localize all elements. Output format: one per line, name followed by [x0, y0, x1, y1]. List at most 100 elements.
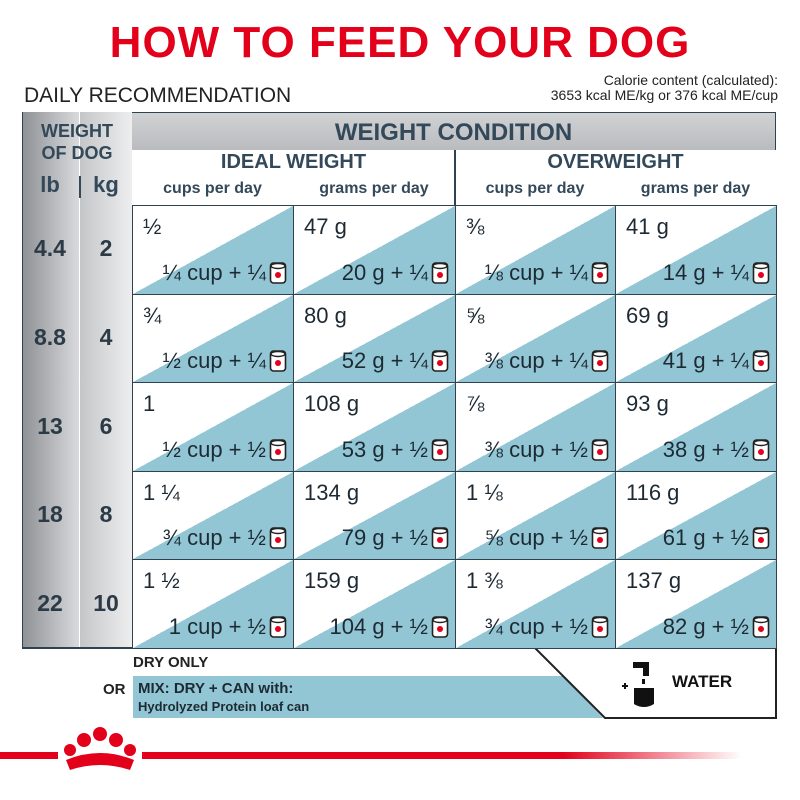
can-icon — [591, 527, 609, 550]
mix-amount: 52 g + ¼ — [341, 348, 428, 374]
crown-logo — [64, 727, 136, 770]
water-icon — [622, 662, 654, 707]
dry-amount: 116 g — [626, 479, 680, 505]
can-icon — [752, 616, 770, 638]
mix-amount-box: 82 g + ½ — [663, 614, 770, 640]
calorie-line: 3653 kcal ME/kg or 376 kcal ME/cup — [550, 87, 778, 103]
mix-amount: ⅛ cup + ¼ — [484, 259, 588, 285]
crown — [64, 727, 136, 770]
weight-kg: 8 — [99, 501, 113, 528]
can-icon — [269, 438, 287, 461]
weight-header-line: WEIGHT — [41, 121, 113, 141]
feeding-cell: 41 g 14 g + ¼ — [615, 205, 777, 295]
weight-kg: 10 — [93, 589, 119, 616]
column-header: grams per day — [640, 180, 751, 197]
feeding-cell: ⅝ ⅜ cup + ¼ — [455, 293, 616, 384]
can-icon — [752, 350, 770, 372]
feeding-cell: 137 g 82 g + ½ — [615, 559, 777, 649]
mix-amount-box: ¾ cup + ½ — [163, 525, 287, 551]
weight-kg: 2 — [99, 235, 113, 262]
mix-amount-box: ¾ cup + ½ — [485, 614, 609, 640]
group-header: OVERWEIGHT — [547, 151, 684, 173]
dry-amount: ⅜ — [466, 214, 485, 239]
can-icon — [431, 261, 449, 284]
dry-amount: 1 ⅛ — [466, 479, 503, 505]
dry-amount: 1 ⅜ — [466, 568, 503, 594]
feeding-cell: 1 ¼ ¾ cup + ½ — [132, 470, 294, 561]
title: HOW TO FEED YOUR DOG — [109, 18, 691, 67]
daily-recommendation: DAILY RECOMMENDATION — [24, 84, 292, 107]
feeding-cell: 93 g 38 g + ½ — [615, 382, 777, 472]
mix-amount: 38 g + ½ — [662, 436, 749, 462]
group-header: IDEAL WEIGHT — [220, 151, 367, 173]
mix-amount-box: 14 g + ¼ — [663, 260, 770, 286]
mix-amount: ¾ cup + ½ — [484, 613, 588, 639]
feeding-cell: 116 g 61 g + ½ — [615, 470, 777, 561]
dry-amount: 69 g — [626, 302, 669, 328]
mix-amount-box: ⅝ cup + ½ — [485, 525, 609, 551]
mix-amount-box: ¼ cup + ¼ — [163, 260, 287, 286]
can-icon — [269, 261, 287, 284]
feeding-cell: 80 g 52 g + ¼ — [293, 293, 456, 384]
water-label: WATER — [672, 672, 733, 691]
weight-lb: 22 — [37, 589, 63, 616]
dry-amount: 93 g — [626, 391, 669, 417]
mix-amount-box: 53 g + ½ — [342, 437, 449, 463]
dry-amount: 134 g — [304, 479, 360, 505]
mix-amount: 20 g + ¼ — [341, 259, 428, 285]
can-icon — [269, 616, 287, 638]
dry-only: DRY ONLY — [133, 654, 209, 671]
mix-amount-box: ½ cup + ½ — [163, 437, 287, 463]
can-icon — [752, 261, 770, 284]
dry-amount: 1 — [143, 391, 156, 417]
mix-amount: ⅜ cup + ¼ — [484, 348, 588, 374]
mix-amount-box: 61 g + ½ — [663, 525, 770, 551]
mix-amount: 79 g + ½ — [341, 525, 428, 551]
feeding-cell: 1 ⅛ ⅝ cup + ½ — [455, 470, 616, 561]
brand-line-left — [0, 752, 58, 759]
unit-divider — [79, 176, 81, 198]
feeding-cell: 47 g 20 g + ¼ — [293, 205, 456, 295]
feeding-cell: 159 g 104 g + ½ — [293, 559, 456, 649]
mix-amount: 82 g + ½ — [662, 613, 749, 639]
can-icon — [591, 616, 609, 638]
feeding-cell: 134 g 79 g + ½ — [293, 470, 456, 561]
mix-amount-box: ½ cup + ¼ — [163, 348, 287, 374]
mix-amount: 53 g + ½ — [341, 436, 428, 462]
weight-lb: 4.4 — [34, 235, 66, 262]
mix-amount: 1 cup + ½ — [168, 613, 266, 639]
mix-amount: ½ cup + ¼ — [162, 348, 266, 374]
mix-amount-box: ⅛ cup + ¼ — [485, 260, 609, 286]
dry-amount: 159 g — [304, 568, 360, 594]
can-icon — [752, 438, 770, 461]
mix-label: MIX: DRY + CAN with: — [138, 680, 294, 697]
feeding-cell: 1 ⅜ ¾ cup + ½ — [455, 559, 616, 649]
can-icon — [269, 527, 287, 550]
can-icon — [591, 350, 609, 372]
weight-lb: 18 — [37, 501, 63, 528]
mix-amount: ⅜ cup + ½ — [484, 436, 588, 462]
dry-amount: 1 ½ — [143, 568, 180, 594]
dry-amount: ⅝ — [466, 302, 485, 328]
can-icon — [591, 438, 609, 461]
dry-amount: ½ — [143, 214, 162, 239]
feeding-cell: 1 ½ 1 cup + ½ — [132, 559, 294, 649]
can-icon — [591, 261, 609, 284]
dry-amount: ¾ — [143, 302, 162, 328]
mix-amount-box: ⅜ cup + ½ — [485, 437, 609, 463]
weight-header: WEIGHT OF DOG — [22, 120, 132, 164]
or-label: OR — [103, 681, 126, 698]
can-icon — [431, 350, 449, 372]
dry-amount: 41 g — [626, 214, 669, 239]
feeding-cell: ⅜ ⅛ cup + ¼ — [455, 205, 616, 295]
water-box — [532, 647, 777, 719]
dry-amount: 137 g — [626, 568, 682, 594]
mix-amount-box: 38 g + ½ — [663, 437, 770, 463]
group-divider — [454, 150, 456, 205]
dry-amount: 47 g — [304, 214, 347, 239]
mix-amount-box: 79 g + ½ — [342, 525, 449, 551]
mix-amount: 41 g + ¼ — [662, 348, 749, 374]
weight-kg: 6 — [99, 412, 113, 439]
